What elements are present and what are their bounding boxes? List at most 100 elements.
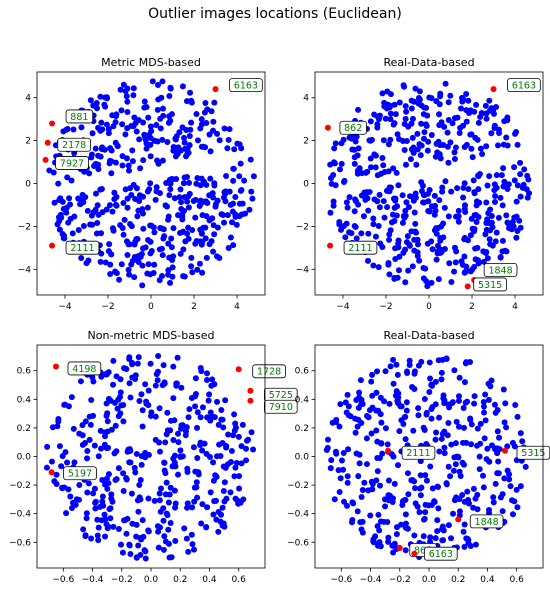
inlier-point <box>403 407 410 414</box>
inlier-point <box>182 428 189 435</box>
outlier-label-6163: 6163 <box>229 78 263 93</box>
inlier-point <box>137 476 144 483</box>
inlier-point <box>390 165 397 172</box>
inlier-point <box>427 534 434 541</box>
inlier-point <box>441 204 448 211</box>
inlier-point <box>63 209 70 216</box>
inlier-point <box>365 230 372 237</box>
inlier-point <box>126 459 133 466</box>
inlier-point <box>465 497 472 504</box>
inlier-point <box>171 195 178 202</box>
inlier-point <box>384 187 391 194</box>
inlier-point <box>93 100 100 107</box>
inlier-point <box>483 199 490 206</box>
inlier-point <box>347 413 354 420</box>
inlier-point <box>222 397 229 404</box>
inlier-point <box>405 123 412 130</box>
inlier-point <box>338 226 345 233</box>
inlier-point <box>443 355 450 362</box>
inlier-point <box>105 523 112 530</box>
inlier-point <box>215 528 222 535</box>
inlier-point <box>107 261 114 268</box>
inlier-point <box>147 180 154 187</box>
y-tick-label: −4 <box>18 265 32 275</box>
inlier-point <box>453 248 460 255</box>
inlier-point <box>395 240 402 247</box>
inlier-point <box>476 453 483 460</box>
inlier-point <box>145 451 152 458</box>
inlier-point <box>124 85 131 92</box>
inlier-point <box>175 144 182 151</box>
inlier-point <box>230 165 237 172</box>
inlier-point <box>160 362 167 369</box>
inlier-point <box>131 274 138 281</box>
inlier-point <box>134 213 141 220</box>
outlier-label-text: 5725 <box>269 390 293 401</box>
inlier-point <box>146 131 153 138</box>
x-tick-label: 2 <box>191 302 197 312</box>
inlier-point <box>238 460 245 467</box>
inlier-point <box>139 193 146 200</box>
inlier-point <box>426 94 433 101</box>
inlier-point <box>82 532 89 539</box>
inlier-point <box>82 194 89 201</box>
inlier-point <box>157 125 164 132</box>
inlier-point <box>367 118 374 125</box>
inlier-point <box>163 180 170 187</box>
inlier-point <box>186 406 193 413</box>
inlier-point <box>491 122 498 129</box>
inlier-point <box>189 541 196 548</box>
inlier-point <box>170 363 177 370</box>
inlier-point <box>178 422 185 429</box>
inlier-point <box>221 219 228 226</box>
inlier-point <box>83 515 90 522</box>
outlier-point <box>44 139 51 146</box>
inlier-point <box>448 441 455 448</box>
inlier-point <box>194 455 201 462</box>
inlier-point <box>78 124 85 131</box>
inlier-point <box>473 101 480 108</box>
inlier-point <box>486 173 493 180</box>
inlier-point <box>362 196 369 203</box>
x-tick-label: −0.6 <box>52 575 74 585</box>
inlier-point <box>493 229 500 236</box>
y-tick-label: 0 <box>25 180 31 190</box>
inlier-point <box>60 128 67 135</box>
inlier-point <box>399 502 406 509</box>
inlier-point <box>394 131 401 138</box>
inlier-point <box>367 512 374 519</box>
inlier-point <box>113 193 120 200</box>
inlier-point <box>417 152 424 159</box>
inlier-point <box>101 441 108 448</box>
inlier-point <box>87 97 94 104</box>
inlier-point <box>411 370 418 377</box>
inlier-point <box>92 499 99 506</box>
inlier-point <box>364 413 371 420</box>
inlier-point <box>379 244 386 251</box>
inlier-point <box>167 484 174 491</box>
inlier-point <box>111 450 118 457</box>
inlier-point <box>391 275 398 282</box>
inlier-point <box>495 214 502 221</box>
inlier-point <box>210 459 217 466</box>
inlier-point <box>340 136 347 143</box>
inlier-point <box>402 279 409 286</box>
inlier-point <box>401 83 408 90</box>
inlier-point <box>166 192 173 199</box>
inlier-point <box>365 487 372 494</box>
inlier-point <box>342 234 349 241</box>
inlier-point <box>185 548 192 555</box>
inlier-point <box>53 481 60 488</box>
outlier-label-box <box>63 466 97 481</box>
inlier-point <box>98 445 105 452</box>
inlier-point <box>128 122 135 129</box>
inlier-point <box>390 356 397 363</box>
inlier-point <box>187 89 194 96</box>
inlier-point <box>92 505 99 512</box>
inlier-point <box>427 463 434 470</box>
inlier-point <box>199 269 206 276</box>
inlier-point <box>350 500 357 507</box>
inlier-point <box>145 527 152 534</box>
inlier-point <box>102 259 109 266</box>
inlier-point <box>161 459 168 466</box>
